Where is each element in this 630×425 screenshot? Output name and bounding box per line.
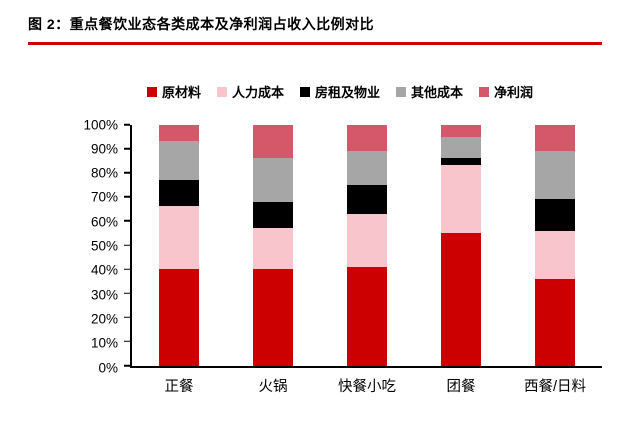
bar-segment [347,266,387,366]
bar-segment [441,232,481,366]
legend-label: 其他成本 [411,85,464,100]
bar-segment [159,206,199,270]
plot-row: 0% 10% 20% 30% 40% 50% 60% 70% 80% 90% 100% [78,117,602,375]
legend-swatch [479,86,490,97]
y-tick-mark [124,364,130,367]
bar-segment [535,278,575,366]
y-tick-mark [124,147,130,150]
bar-segment [441,158,481,166]
legend-item-0: 原材料 [146,82,201,101]
x-axis-label-1: 火锅 [258,378,288,395]
bar-segment [159,124,199,142]
bar-segment [347,213,387,267]
y-tick-label: 80% [90,165,118,181]
legend-item-4: 净利润 [479,82,533,101]
y-tick-mark [124,220,130,222]
y-tick-label: 50% [90,238,118,254]
bar-segment [253,158,293,202]
y-tick-label: 60% [90,214,118,230]
y-axis: 0% 10% 20% 30% 40% 50% 60% 70% 80% 90% 100% [78,117,130,375]
bar-segment [347,184,387,214]
y-tick-mark [124,123,130,126]
y-tick-label: 100% [83,117,118,132]
y-tick-mark [124,268,130,270]
bar-1 [253,124,293,366]
legend-label: 原材料 [161,85,201,100]
y-tick-mark [124,196,130,198]
bar-segment [535,151,575,200]
y-tick-label: 20% [90,311,118,327]
bar-segment [159,269,199,366]
legend-item-2: 房租及物业 [299,82,380,101]
figure-title: 图 2：重点餐饮业态各类成本及净利润占收入比例对比 [28,16,375,32]
bar-segment [253,228,293,270]
bar-0 [159,124,199,366]
chart-legend: 原材料 人力成本 房租及物业 其他成本 净利润 [78,83,602,101]
legend-swatch [216,86,227,97]
y-tick-label: 90% [90,141,118,157]
bar-3 [441,124,481,366]
legend-label: 净利润 [494,85,534,100]
legend-item-3: 其他成本 [396,82,463,101]
y-tick-label: 10% [90,335,118,351]
bar-segment [535,230,575,279]
legend-swatch [299,86,310,97]
bar-segment [441,124,481,137]
stacked-bar-chart: 原材料 人力成本 房租及物业 其他成本 净利润 0% 10% 20% 30% 40% 50% 60%… [78,83,602,396]
bar-segment [159,179,199,207]
y-tick-label: 30% [90,287,118,303]
bar-segment [535,199,575,231]
plot-area [124,123,602,368]
x-axis-labels: 正餐 火锅 快餐小吃 团餐 西餐/日料 [132,368,602,396]
title-divider [28,42,602,45]
y-tick-mark [124,316,130,319]
y-tick-mark [124,244,130,246]
figure-container: 图 2：重点餐饮业态各类成本及净利润占收入比例对比 原材料 人力成本 房租及物业 其他… [28,16,602,396]
bar-4 [535,124,575,366]
x-axis-label-4: 西餐/日料 [523,378,587,395]
legend-label: 人力成本 [231,85,284,100]
bar-segment [159,141,199,180]
bar-segment [441,136,481,159]
y-tick-label: 70% [90,189,118,205]
y-tick-mark [124,292,130,294]
legend-swatch [396,86,406,97]
bar-segment [535,124,575,152]
legend-item-1: 人力成本 [216,82,284,101]
y-tick-label: 40% [90,262,118,278]
bar-segment [253,201,293,229]
bar-segment [441,165,481,233]
bar-segment [253,269,293,366]
bar-2 [347,124,387,366]
bar-segment [347,151,387,185]
bar-segment [347,124,387,152]
x-axis-label-0: 正餐 [164,378,194,395]
y-tick-mark [124,340,130,343]
bar-segment [253,124,293,159]
legend-swatch [146,86,157,97]
x-axis-label-3: 团餐 [446,378,476,395]
y-tick-mark [124,171,130,174]
x-axis-label-2: 快餐小吃 [338,378,396,395]
y-tick-label: 0% [98,360,118,375]
legend-label: 房租及物业 [314,85,380,100]
